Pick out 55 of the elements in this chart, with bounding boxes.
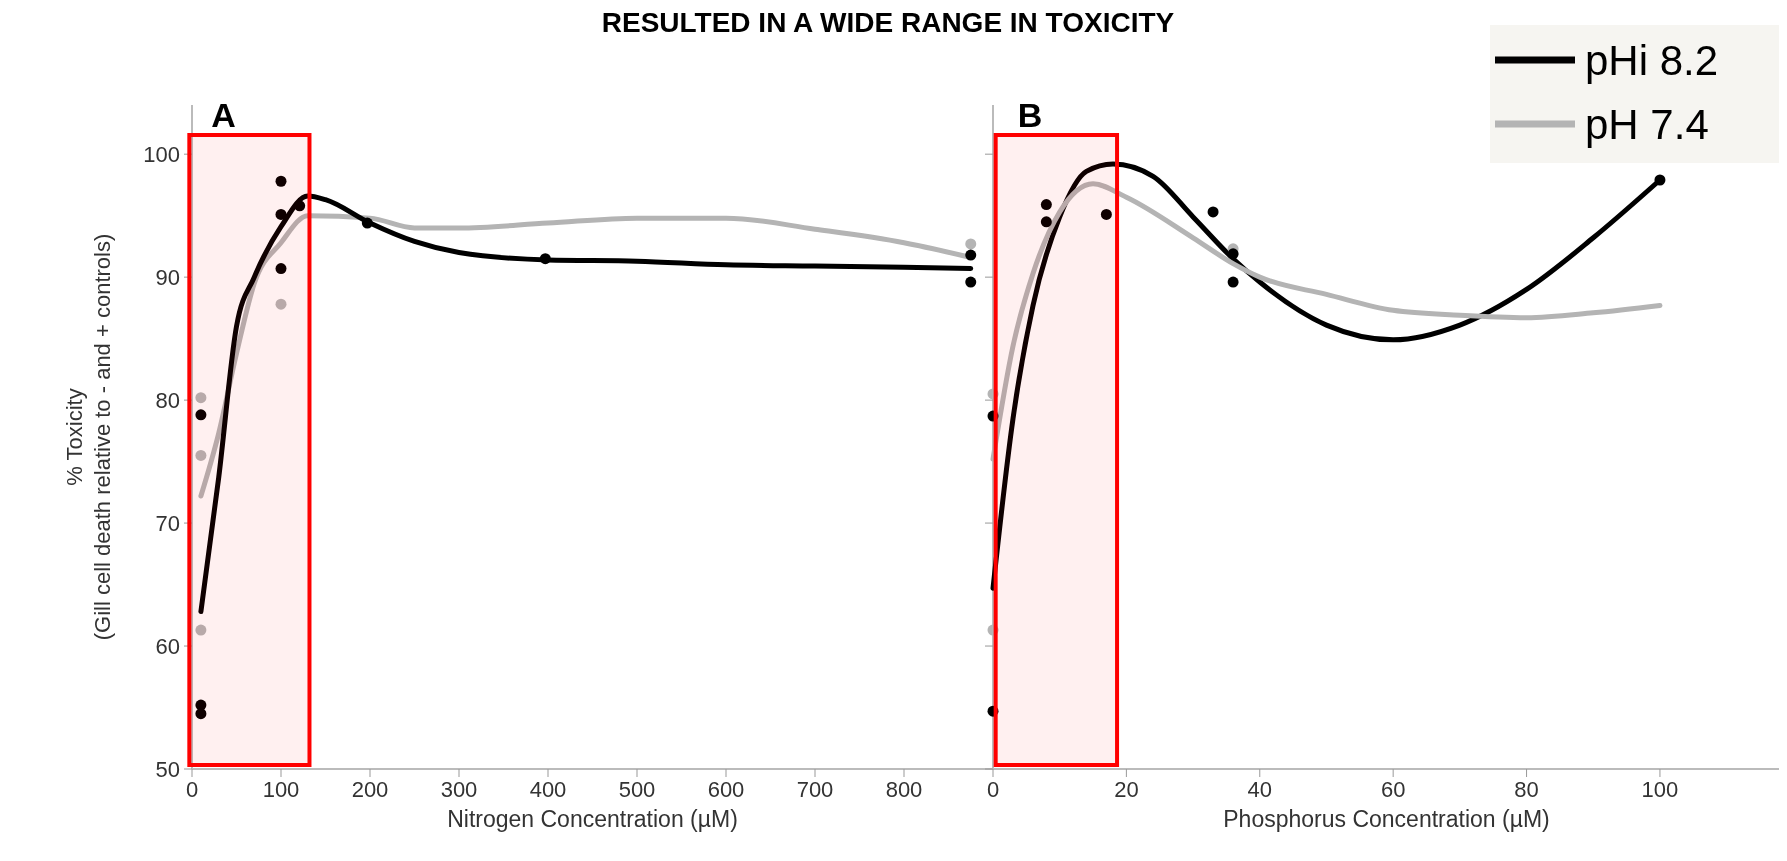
- point: [1207, 206, 1219, 218]
- x-tick-label: 0: [185, 777, 199, 802]
- point: [195, 624, 207, 636]
- legend-label: pH 7.4: [1585, 101, 1709, 148]
- y-tick-label: 100: [143, 142, 180, 168]
- band-label: A: [211, 96, 236, 134]
- point: [195, 708, 207, 720]
- x-tick-label: 40: [1247, 777, 1273, 802]
- point: [294, 200, 306, 212]
- point: [195, 409, 207, 421]
- y-tick-label: 70: [155, 511, 180, 537]
- y-tick-label: 50: [155, 757, 180, 782]
- point: [987, 705, 999, 717]
- band-label: B: [1017, 96, 1043, 134]
- x-tick-label: 800: [885, 777, 923, 802]
- point: [1040, 199, 1052, 211]
- point: [965, 249, 977, 261]
- x-tick-label: 100: [262, 777, 300, 802]
- x-tick-label: 100: [1641, 777, 1679, 802]
- y-tick-label: 80: [155, 388, 180, 414]
- y-tick-label: 60: [155, 634, 180, 660]
- x-tick-label: 300: [440, 777, 478, 802]
- point: [1100, 208, 1112, 220]
- legend-label: pHi 8.2: [1585, 37, 1719, 84]
- point: [275, 175, 287, 187]
- x-tick-label: 200: [351, 777, 389, 802]
- x-tick-label: 60: [1380, 777, 1406, 802]
- point: [987, 410, 999, 422]
- x-axis-title: Phosphorus Concentration (µM): [1223, 806, 1550, 832]
- point: [1227, 276, 1239, 288]
- point: [195, 449, 207, 461]
- point: [1227, 248, 1239, 260]
- x-tick-label: 20: [1114, 777, 1139, 802]
- x-tick-label: 0: [986, 777, 1000, 802]
- point: [965, 276, 977, 288]
- point: [1654, 174, 1666, 186]
- point: [275, 298, 287, 310]
- y-tick-label: 90: [155, 265, 180, 291]
- point: [361, 217, 373, 229]
- x-tick-label: 400: [529, 777, 567, 802]
- x-tick-label: 500: [618, 777, 656, 802]
- x-axis-title: Nitrogen Concentration (µM): [447, 806, 738, 832]
- point: [965, 238, 977, 250]
- point: [275, 263, 287, 275]
- point: [195, 392, 207, 404]
- point: [987, 624, 999, 636]
- x-tick-label: 80: [1514, 777, 1539, 802]
- y-axis-title: % Toxicity (Gill cell death relative to - and + controls): [62, 233, 115, 641]
- x-tick-label: 700: [796, 777, 834, 802]
- point: [1040, 216, 1052, 228]
- point: [987, 388, 999, 400]
- chart-title: RESULTED IN A WIDE RANGE IN TOXICITY: [601, 7, 1175, 38]
- point: [275, 208, 287, 220]
- point: [539, 253, 551, 265]
- x-tick-label: 600: [707, 777, 745, 802]
